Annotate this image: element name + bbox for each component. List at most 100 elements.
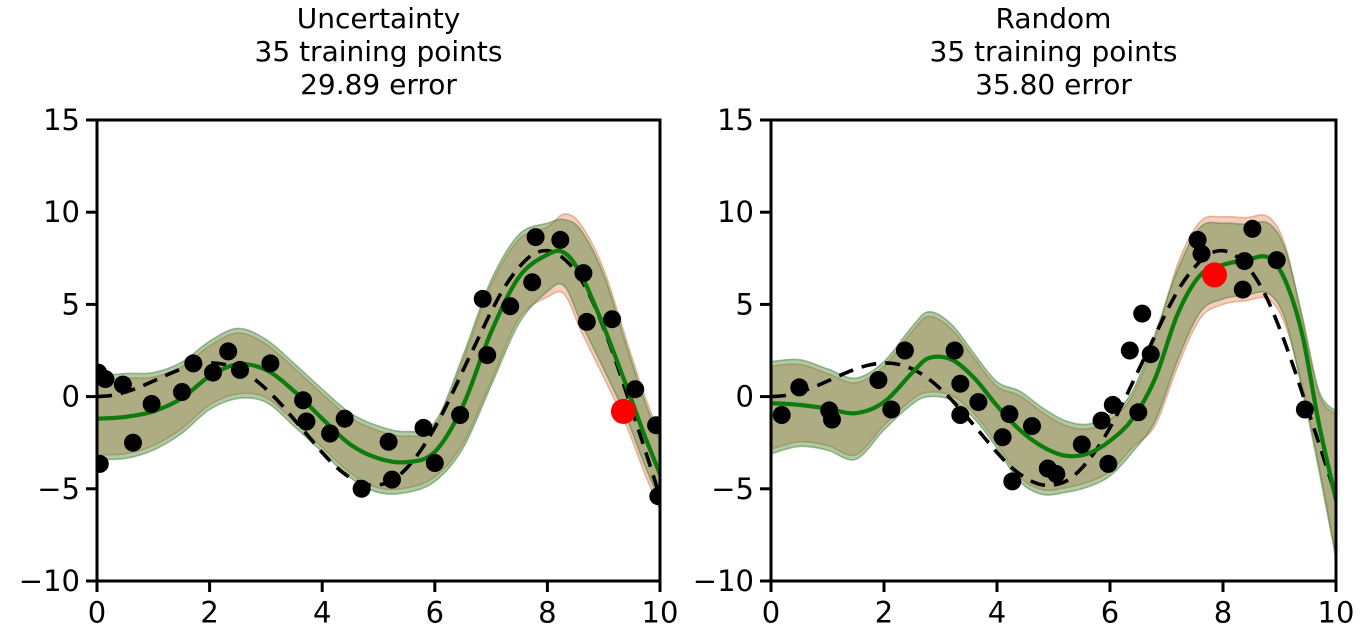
training-point: [869, 371, 888, 389]
mean-prediction-line: [97, 248, 660, 477]
training-point: [1099, 454, 1118, 473]
training-point: [379, 432, 398, 451]
y-tick-label: 5: [62, 287, 80, 321]
x-tick-label: 6: [1101, 596, 1119, 630]
training-point: [335, 409, 354, 428]
x-tick-label: 8: [1214, 596, 1232, 630]
training-point: [626, 380, 645, 399]
y-tick-label: −10: [19, 564, 80, 598]
y-tick-label: 15: [717, 103, 754, 137]
training-point: [945, 341, 964, 360]
training-point: [1072, 435, 1091, 454]
x-tick-label: 8: [538, 596, 556, 630]
y-tick-label: −10: [693, 564, 754, 598]
training-point: [951, 406, 970, 424]
training-point: [1120, 341, 1139, 360]
training-point: [1000, 405, 1019, 424]
training-point: [425, 454, 444, 472]
left-title-line-3: 29.89 error: [300, 68, 457, 101]
training-point: [414, 418, 433, 437]
training-point: [1192, 244, 1211, 263]
training-point: [297, 412, 316, 431]
training-point: [1092, 411, 1111, 430]
training-point: [523, 273, 542, 292]
query-point: [1202, 262, 1227, 288]
y-tick-label: −5: [37, 472, 80, 506]
x-tick-label: 10: [1318, 596, 1355, 630]
right-title-line-3: 35.80 error: [975, 68, 1132, 101]
uncertainty-band-green: [97, 218, 660, 503]
training-point: [1141, 345, 1160, 364]
training-point: [231, 360, 249, 379]
training-point: [993, 428, 1012, 447]
x-tick-label: 2: [200, 596, 218, 630]
training-point: [1023, 417, 1041, 436]
x-tick-label: 4: [313, 596, 331, 630]
x-tick-label: 0: [762, 596, 780, 630]
training-point: [1133, 304, 1152, 323]
axes-spines: [769, 118, 1338, 583]
x-tick-label: 2: [875, 596, 893, 630]
training-point: [649, 487, 660, 506]
training-point: [526, 228, 545, 247]
training-point: [1295, 400, 1314, 419]
training-point: [473, 289, 492, 308]
training-point: [383, 470, 401, 489]
right-title-line-2: 35 training points: [929, 35, 1178, 68]
training-point: [969, 393, 988, 412]
axes-spines: [95, 118, 662, 583]
y-tick-label: 10: [43, 195, 80, 229]
training-point: [1233, 280, 1252, 299]
right-plot-title: Random 35 training points 35.80 error: [771, 2, 1336, 101]
training-point: [184, 354, 203, 373]
training-point: [574, 264, 593, 283]
training-point: [1103, 395, 1122, 414]
training-point: [97, 454, 109, 473]
x-tick-label: 10: [642, 596, 679, 630]
training-point: [823, 410, 841, 429]
training-point: [113, 375, 132, 394]
y-tick-label: 10: [717, 195, 754, 229]
training-point: [204, 363, 222, 382]
y-tick-label: 5: [736, 287, 754, 321]
y-tick-label: −5: [711, 472, 754, 506]
y-tick-label: 0: [736, 380, 754, 414]
x-tick-label: 6: [426, 596, 444, 630]
x-tick-label: 4: [988, 596, 1006, 630]
training-point: [1267, 251, 1286, 270]
training-point: [1243, 219, 1262, 238]
training-point: [321, 424, 340, 443]
training-point: [501, 297, 520, 316]
training-point: [478, 346, 497, 365]
training-point: [647, 416, 660, 435]
training-point: [451, 406, 470, 424]
training-point: [124, 433, 142, 452]
training-point: [882, 400, 901, 419]
training-point: [1047, 465, 1066, 483]
training-point: [1188, 230, 1207, 249]
left-plot-title: Uncertainty 35 training points 29.89 err…: [97, 2, 660, 101]
training-point: [142, 395, 161, 413]
left-title-line-1: Uncertainty: [296, 2, 461, 35]
training-point: [261, 354, 280, 373]
training-point: [219, 342, 238, 361]
training-point: [1235, 252, 1254, 271]
y-tick-label: 15: [43, 103, 80, 137]
training-point: [603, 310, 622, 329]
y-tick-label: 0: [62, 380, 80, 414]
training-point: [294, 391, 313, 410]
training-point: [97, 370, 115, 389]
right-title-line-1: Random: [995, 2, 1112, 35]
x-tick-label: 0: [88, 596, 106, 630]
training-point: [772, 406, 791, 424]
query-point: [610, 398, 636, 424]
training-point: [577, 312, 596, 331]
training-point: [173, 383, 191, 401]
training-point: [551, 230, 570, 249]
training-point: [1003, 472, 1022, 491]
training-point: [1129, 403, 1148, 422]
training-point: [895, 341, 914, 360]
uncertainty-band-green: [771, 220, 1336, 560]
